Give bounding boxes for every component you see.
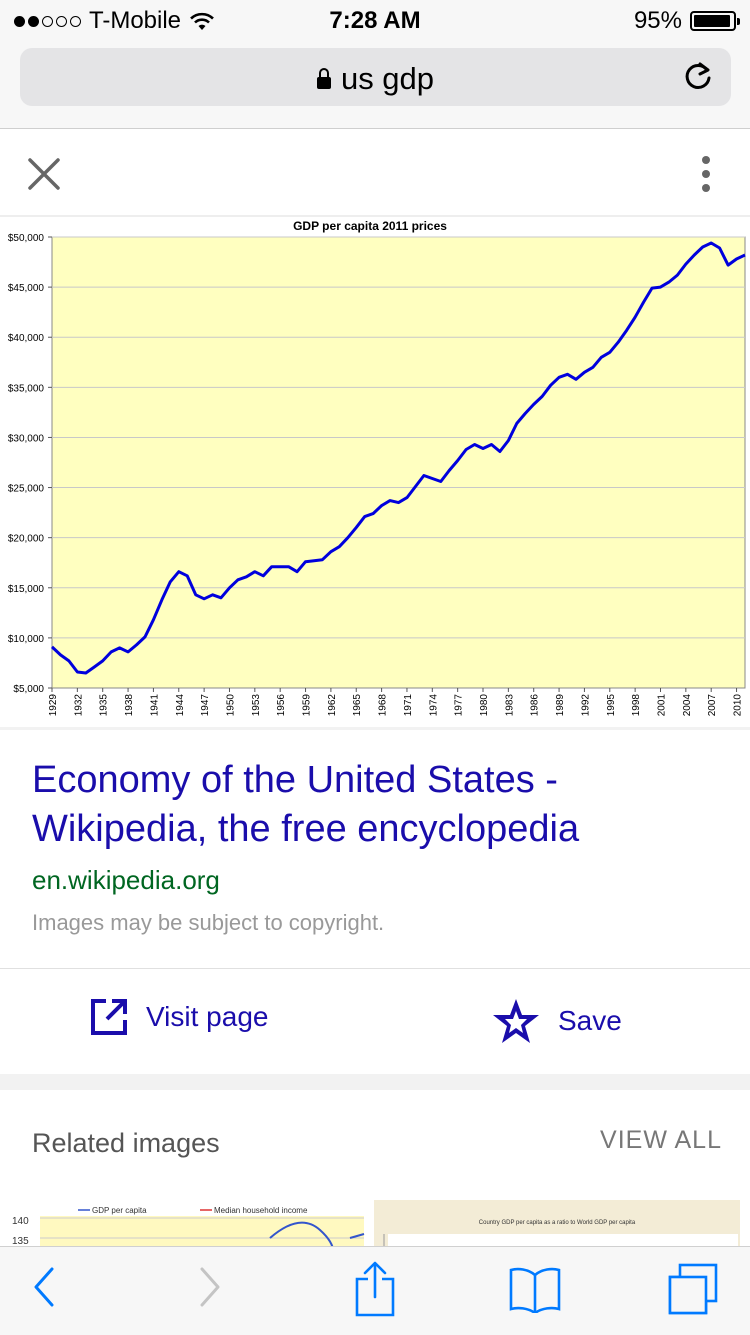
result-domain[interactable]: en.wikipedia.org — [32, 865, 220, 895]
thumb-tick-135: 135 — [12, 1236, 29, 1247]
x-tick-label: 1953 — [251, 694, 262, 717]
x-tick-label: 1944 — [175, 694, 186, 717]
card-divider — [0, 968, 750, 969]
x-tick-label: 1947 — [200, 694, 211, 717]
chart-title: GDP per capita 2011 prices — [293, 219, 447, 233]
address-bar[interactable]: us gdp — [20, 48, 731, 106]
y-tick-label: $20,000 — [8, 534, 45, 545]
x-tick-label: 1959 — [302, 694, 313, 717]
x-tick-label: 1968 — [378, 694, 389, 717]
x-tick-label: 1932 — [73, 694, 84, 717]
address-text: us gdp — [340, 61, 435, 96]
y-tick-label: $30,000 — [8, 433, 45, 444]
related-images-heading: Related images — [32, 1128, 220, 1158]
x-tick-label: 1995 — [606, 694, 617, 717]
forward-icon[interactable] — [198, 1265, 224, 1309]
copyright-notice: Images may be subject to copyright. — [32, 910, 385, 935]
save-label: Save — [558, 1005, 622, 1036]
tabs-icon[interactable] — [666, 1263, 720, 1315]
x-tick-label: 1962 — [327, 694, 338, 717]
reload-icon[interactable] — [681, 60, 715, 94]
save-button[interactable]: Save — [492, 998, 622, 1044]
battery-icon — [690, 11, 740, 31]
x-tick-label: 1983 — [504, 694, 515, 717]
address-text-wrap: us gdp — [20, 61, 731, 97]
x-tick-label: 2001 — [656, 694, 667, 717]
x-tick-label: 1938 — [124, 694, 135, 717]
thumb2-title: Country GDP per capita as a ratio to Wor… — [479, 1220, 636, 1226]
x-tick-label: 2007 — [707, 694, 718, 717]
signal-strength — [14, 15, 81, 27]
signal-dot — [42, 15, 53, 27]
thumb-legend-1: GDP per capita — [92, 1206, 147, 1215]
x-tick-label: 1965 — [352, 694, 363, 717]
x-tick-label: 2004 — [682, 694, 693, 717]
star-icon — [493, 999, 539, 1043]
back-icon[interactable] — [30, 1265, 56, 1309]
x-tick-label: 1977 — [454, 694, 465, 717]
status-bar: T-Mobile 7:28 AM 95% — [0, 0, 750, 40]
safari-toolbar — [0, 1246, 750, 1335]
gdp-series-line — [50, 241, 746, 675]
y-tick-label: $5,000 — [13, 684, 44, 695]
y-tick-label: $45,000 — [8, 283, 45, 294]
signal-dot — [70, 15, 81, 27]
signal-dot — [28, 15, 39, 27]
y-tick-label: $35,000 — [8, 383, 45, 394]
x-tick-label: 1998 — [631, 694, 642, 717]
thumb-tick-140: 140 — [12, 1216, 29, 1227]
x-tick-label: 1971 — [403, 694, 414, 717]
x-tick-label: 1935 — [99, 694, 110, 717]
carrier-name: T-Mobile — [89, 7, 182, 34]
chart-background — [51, 236, 746, 689]
signal-dot — [56, 15, 67, 27]
x-tick-label: 1950 — [225, 694, 236, 717]
view-all-button[interactable]: VIEW ALL — [600, 1126, 722, 1154]
thumb-legend-2: Median household income — [214, 1206, 308, 1215]
chart-plot-area: $5,000 $10,000 $15,000 $20,000 $25,000 $30,00… — [8, 233, 746, 717]
visit-page-button[interactable]: Visit page — [90, 998, 268, 1036]
gdp-chart: GDP per capita 2011 prices $5,000 $10,000… — [0, 215, 750, 717]
visit-page-label: Visit page — [146, 1001, 269, 1032]
y-tick-label: $10,000 — [8, 634, 45, 645]
browser-header: us gdp — [0, 40, 750, 129]
lock-icon — [316, 68, 331, 89]
x-tick-label: 1929 — [48, 694, 59, 717]
close-icon[interactable] — [26, 156, 62, 192]
open-in-new-icon — [91, 999, 127, 1035]
x-tick-label: 1980 — [479, 694, 490, 717]
status-left: T-Mobile — [14, 7, 215, 35]
status-time: 7:28 AM — [329, 7, 421, 34]
status-right: 95% — [633, 7, 740, 35]
signal-dot — [14, 15, 25, 27]
battery-fill — [694, 15, 731, 27]
thumb-series-line-2 — [349, 1233, 365, 1239]
x-tick-label: 1989 — [555, 694, 566, 717]
y-tick-label: $40,000 — [8, 333, 45, 344]
y-tick-label: $15,000 — [8, 584, 45, 595]
result-card: Economy of the United States - Wikipedia… — [0, 730, 750, 1074]
x-tick-label: 2010 — [733, 694, 744, 717]
x-tick-label: 1992 — [580, 694, 591, 717]
x-tick-label: 1974 — [428, 694, 439, 717]
battery-percent: 95% — [633, 7, 682, 34]
more-vert-icon[interactable] — [690, 154, 722, 194]
result-title[interactable]: Economy of the United States - Wikipedia… — [32, 759, 580, 850]
x-tick-label: 1941 — [149, 694, 160, 717]
y-tick-label: $25,000 — [8, 484, 45, 495]
image-viewer: GDP per capita 2011 prices $5,000 $10,000… — [0, 129, 750, 727]
y-tick-label: $50,000 — [8, 233, 45, 244]
x-tick-label: 1956 — [276, 694, 287, 717]
share-icon[interactable] — [354, 1261, 396, 1317]
x-tick-label: 1986 — [530, 694, 541, 717]
bookmarks-icon[interactable] — [508, 1265, 562, 1313]
wifi-icon — [190, 12, 214, 30]
